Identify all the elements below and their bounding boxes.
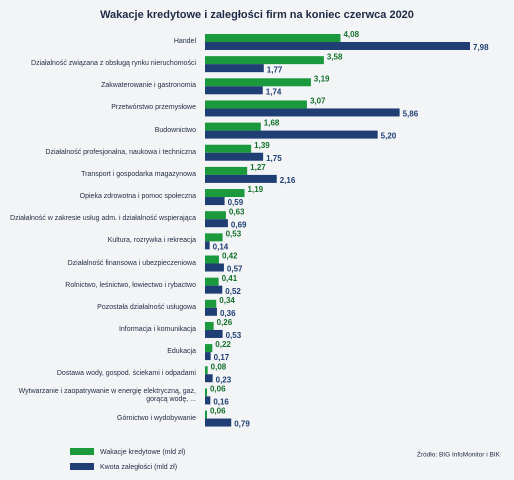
value-label: 0,06: [210, 407, 226, 416]
value-label: 0,57: [227, 265, 243, 274]
value-label: 0,34: [219, 296, 235, 305]
bar: [205, 86, 263, 95]
source: Źródło: BIG InfoMonitor i BIK: [417, 450, 501, 459]
value-label: 1,77: [267, 65, 283, 74]
bar: [205, 144, 252, 153]
value-label: 0,42: [222, 252, 238, 261]
value-label: 0,26: [217, 318, 233, 327]
bar: [205, 34, 341, 42]
value-label: 0,79: [234, 420, 250, 429]
value-label: 2,16: [280, 176, 296, 185]
bar: [205, 241, 210, 250]
value-label: 0,08: [211, 362, 227, 371]
bar: [205, 255, 219, 264]
value-label: 0,06: [210, 385, 226, 394]
value-label: 5,20: [381, 132, 397, 141]
bar: [205, 166, 248, 175]
value-label: 0,14: [213, 242, 229, 251]
bar: [205, 78, 311, 87]
value-label: 0,63: [229, 207, 245, 216]
category-label: Rolnictwo, leśnictwo, łowiectwo i rybact…: [65, 281, 196, 289]
value-label: 3,58: [327, 52, 343, 61]
category-label: Wytwarzanie i zaopatrywanie w energię el…: [18, 388, 196, 404]
value-label: 3,07: [310, 97, 326, 106]
value-label: 1,27: [250, 163, 266, 172]
bar: [205, 329, 223, 338]
category-label: Działalność profesjonalna, naukowa i tec…: [45, 148, 196, 156]
bar: [205, 122, 261, 131]
legend-swatch: [70, 463, 94, 470]
bar: [205, 418, 232, 427]
value-label: 0,53: [226, 331, 242, 340]
category-label: Górnictwo i wydobywanie: [117, 414, 196, 422]
category-label: Kultura, rozrywka i rekreacja: [107, 237, 196, 245]
category-label: Działalność związana z obsługą rynku nie…: [31, 60, 196, 68]
bar: [205, 189, 245, 198]
bar: [205, 174, 277, 183]
bar: [205, 197, 225, 206]
value-label: 0,41: [222, 274, 238, 283]
legend-label: Kwota zaległości (mld zł): [100, 464, 177, 471]
category-label: Pozostała działalność usługowa: [97, 303, 196, 311]
category-label: Opieka zdrowotna i pomoc społeczna: [79, 193, 196, 201]
bar: [205, 344, 213, 353]
value-label: 0,23: [216, 375, 232, 384]
bar: [205, 152, 264, 161]
value-label: 0,69: [231, 220, 247, 229]
bar: [205, 366, 208, 375]
value-label: 4,08: [343, 30, 359, 39]
value-label: 1,19: [248, 185, 264, 194]
bar: [205, 100, 307, 109]
bar: [205, 108, 400, 117]
bar: [205, 64, 264, 73]
value-label: 5,86: [403, 110, 419, 119]
value-label: 3,19: [314, 74, 330, 83]
bar: [205, 374, 213, 383]
category-label: Zakwaterowanie i gastronomia: [101, 82, 196, 90]
bar: [205, 277, 219, 286]
value-label: 1,75: [266, 154, 282, 163]
legend-swatch: [70, 448, 94, 455]
value-label: 0,22: [215, 340, 231, 349]
value-label: 0,17: [214, 353, 230, 362]
value-label: 1,74: [266, 87, 282, 96]
bar: [205, 352, 211, 361]
category-label: Przetwórstwo przemysłowe: [111, 104, 196, 112]
value-label: 0,59: [228, 198, 244, 207]
bar: [205, 211, 226, 220]
value-label: 0,52: [225, 287, 241, 296]
value-label: 1,68: [264, 119, 280, 128]
value-label: 1,39: [254, 141, 270, 150]
category-label: Handel: [173, 38, 196, 45]
bar: [205, 321, 214, 330]
category-label: Budownictwo: [154, 126, 196, 134]
chart-title: Wakacje kredytowe i zaległości firm na k…: [100, 9, 414, 21]
bar: [205, 130, 378, 139]
bar: [205, 299, 217, 308]
bar: [205, 233, 223, 242]
bar: [205, 56, 324, 65]
legend-label: Wakacje kredytowe (mld zł): [100, 449, 185, 456]
value-label: 0,16: [213, 398, 229, 407]
category-label: Dostawa wody, gospod. ściekami i odpadam…: [56, 370, 196, 378]
bar: [205, 263, 224, 272]
bar: [205, 219, 228, 228]
category-label: Edukacja: [167, 348, 196, 356]
category-label: Działalność finansowa i ubezpieczeniowa: [67, 259, 196, 267]
value-label: 0,53: [226, 229, 242, 238]
category-label: Informacja i komunikacja: [118, 325, 196, 333]
value-label: 7,98: [473, 43, 489, 52]
category-label: Transport i gospodarka magazynowa: [81, 170, 196, 178]
bar: [205, 285, 223, 294]
category-label: Działalność w zakresie usług adm. i dzia…: [10, 215, 196, 223]
bar: [205, 410, 207, 419]
bar: [205, 388, 207, 397]
bar: [205, 307, 217, 316]
bar: [205, 42, 470, 50]
value-label: 0,36: [220, 309, 236, 318]
bar: [205, 396, 211, 405]
